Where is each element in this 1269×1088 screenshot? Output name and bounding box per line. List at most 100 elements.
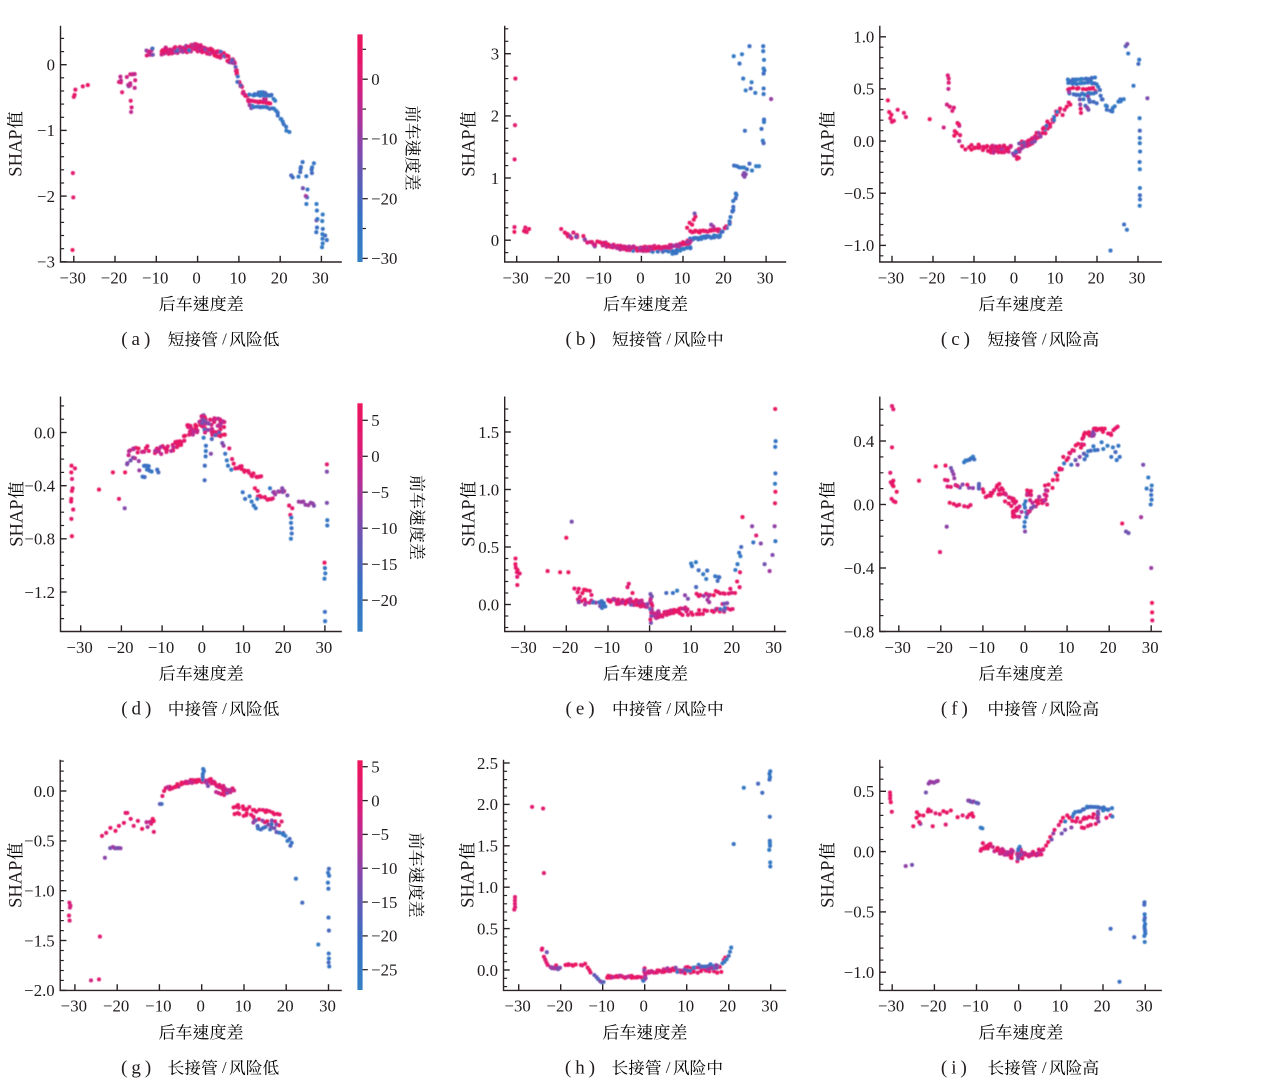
svg-text:−10: −10: [371, 519, 397, 538]
svg-text:−5: −5: [371, 483, 389, 502]
svg-text:−30: −30: [503, 268, 529, 287]
svg-text:−10: −10: [145, 997, 171, 1016]
svg-text:−15: −15: [371, 893, 397, 912]
svg-text:−1.5: −1.5: [24, 931, 54, 950]
svg-text:/: /: [1042, 330, 1047, 349]
svg-text:(i): (i): [941, 1058, 971, 1079]
svg-text:−10: −10: [969, 638, 995, 657]
svg-text:20: 20: [724, 638, 741, 657]
svg-text:0: 0: [192, 268, 200, 287]
svg-text:SHAP: SHAP: [6, 861, 26, 908]
svg-text:−0.5: −0.5: [844, 184, 874, 203]
svg-text:−10: −10: [148, 638, 174, 657]
svg-text:−30: −30: [67, 638, 93, 657]
svg-text:/: /: [666, 1058, 671, 1077]
svg-text:(d): (d): [121, 699, 155, 720]
svg-text:30: 30: [1136, 997, 1153, 1016]
svg-text:30: 30: [316, 638, 333, 657]
svg-text:−20: −20: [920, 997, 946, 1016]
svg-text:1.0: 1.0: [478, 480, 499, 499]
svg-text:−0.5: −0.5: [24, 832, 54, 851]
svg-text:10: 10: [1047, 268, 1064, 287]
svg-text:−20: −20: [371, 927, 397, 946]
svg-text:−30: −30: [61, 997, 87, 1016]
svg-text:−1.0: −1.0: [844, 963, 874, 982]
svg-text:−20: −20: [544, 268, 570, 287]
svg-text:−5: −5: [371, 825, 389, 844]
svg-text:/: /: [666, 330, 671, 349]
svg-text:10: 10: [234, 638, 251, 657]
svg-text:−10: −10: [960, 268, 986, 287]
svg-text:0: 0: [371, 791, 379, 810]
svg-text:0.0: 0.0: [34, 423, 55, 442]
svg-text:1.5: 1.5: [477, 837, 498, 856]
svg-text:20: 20: [1100, 638, 1117, 657]
svg-text:30: 30: [761, 997, 778, 1016]
svg-text:0: 0: [197, 997, 205, 1016]
svg-text:−20: −20: [919, 268, 945, 287]
svg-text:(h): (h): [565, 1058, 599, 1079]
svg-text:20: 20: [1088, 268, 1105, 287]
svg-text:−10: −10: [371, 130, 397, 149]
svg-text:0.5: 0.5: [478, 538, 499, 557]
svg-text:SHAP: SHAP: [7, 499, 27, 546]
svg-text:−2: −2: [37, 187, 55, 206]
svg-text:0: 0: [371, 70, 379, 89]
svg-text:−30: −30: [510, 638, 536, 657]
svg-text:−20: −20: [371, 591, 397, 610]
svg-text:−30: −30: [371, 249, 397, 268]
svg-text:−30: −30: [885, 638, 911, 657]
svg-text:−30: −30: [878, 997, 904, 1016]
svg-text:(c): (c): [941, 329, 974, 350]
svg-text:10: 10: [1052, 997, 1069, 1016]
svg-text:−0.8: −0.8: [844, 622, 874, 641]
svg-text:30: 30: [1142, 638, 1159, 657]
svg-text:SHAP: SHAP: [458, 861, 478, 908]
svg-text:−10: −10: [142, 268, 168, 287]
svg-text:3: 3: [491, 45, 499, 64]
svg-text:SHAP: SHAP: [818, 861, 838, 908]
svg-text:0.5: 0.5: [853, 782, 874, 801]
svg-text:−20: −20: [927, 638, 953, 657]
svg-text:−20: −20: [371, 190, 397, 209]
svg-text:−20: −20: [107, 638, 133, 657]
svg-text:0: 0: [640, 997, 648, 1016]
svg-text:0.5: 0.5: [853, 80, 874, 99]
svg-text:−3: −3: [37, 253, 55, 272]
svg-text:20: 20: [277, 997, 294, 1016]
svg-text:0: 0: [371, 447, 379, 466]
svg-text:−10: −10: [589, 997, 615, 1016]
svg-text:0.0: 0.0: [853, 842, 874, 861]
svg-text:−0.4: −0.4: [25, 477, 56, 496]
svg-text:−2.0: −2.0: [24, 981, 54, 1000]
svg-text:2.0: 2.0: [477, 795, 498, 814]
svg-text:30: 30: [319, 997, 336, 1016]
svg-text:0: 0: [1010, 268, 1018, 287]
svg-text:−30: −30: [505, 997, 531, 1016]
svg-text:0.4: 0.4: [853, 432, 875, 451]
svg-text:−10: −10: [962, 997, 988, 1016]
svg-text:−1.2: −1.2: [25, 583, 55, 602]
svg-text:20: 20: [1094, 997, 1111, 1016]
svg-text:−20: −20: [552, 638, 578, 657]
svg-text:2.5: 2.5: [477, 754, 498, 773]
svg-text:5: 5: [371, 411, 379, 430]
svg-text:0.5: 0.5: [477, 919, 498, 938]
svg-text:20: 20: [719, 997, 736, 1016]
svg-text:0: 0: [644, 638, 652, 657]
svg-text:0: 0: [1020, 638, 1028, 657]
svg-text:(f): (f): [941, 699, 972, 720]
svg-text:/: /: [1042, 1058, 1047, 1077]
svg-text:0: 0: [47, 56, 55, 75]
svg-text:10: 10: [1058, 638, 1075, 657]
svg-text:0.0: 0.0: [853, 132, 874, 151]
svg-text:−30: −30: [60, 268, 86, 287]
svg-text:SHAP: SHAP: [818, 499, 838, 546]
svg-text:−0.5: −0.5: [844, 903, 874, 922]
svg-text:20: 20: [275, 638, 292, 657]
svg-text:/: /: [222, 1058, 227, 1077]
svg-text:0.0: 0.0: [853, 495, 874, 514]
svg-text:−0.8: −0.8: [25, 530, 55, 549]
svg-text:0.0: 0.0: [34, 782, 55, 801]
svg-text:−10: −10: [586, 268, 612, 287]
